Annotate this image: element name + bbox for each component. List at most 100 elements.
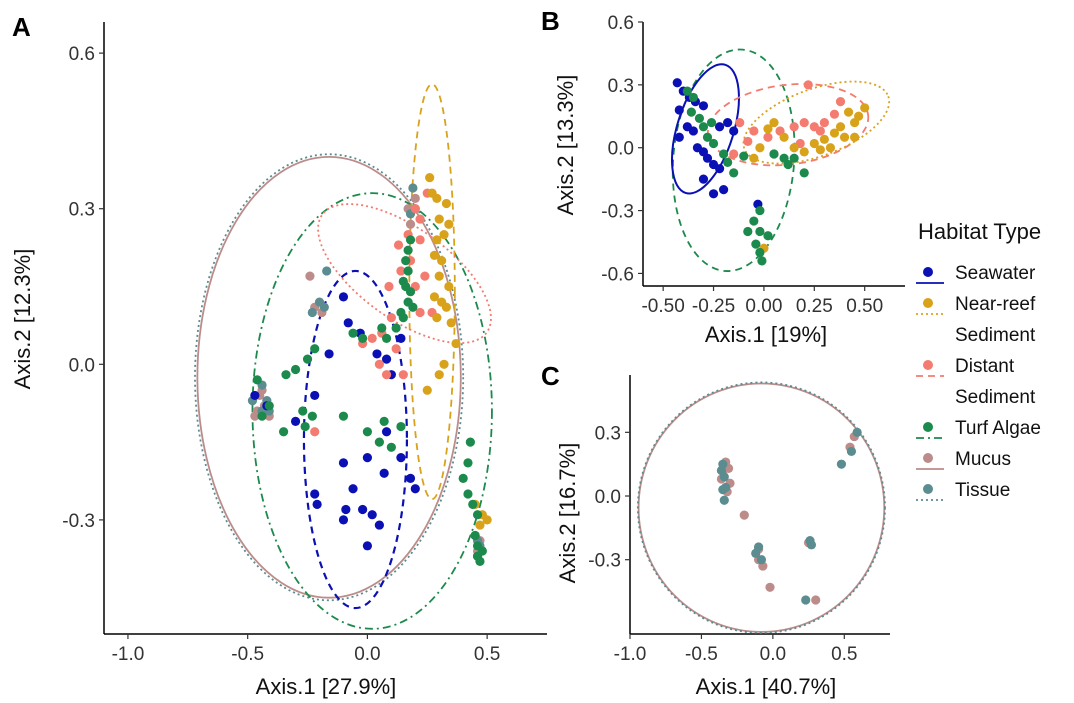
panel-b-point-distant-sediment: [803, 80, 813, 90]
panel-b-point-near-reef-sediment: [815, 145, 825, 155]
panel-a-point-turf-algae: [252, 375, 262, 385]
panel-c-point-tissue: [756, 555, 767, 565]
panel-b-point-seawater: [702, 153, 713, 163]
panel-a-point-seawater: [381, 427, 392, 437]
legend-label-seawater: Seawater: [955, 263, 1036, 284]
panel-b-point-seawater: [698, 101, 709, 111]
panel-a-point-distant-sediment: [410, 204, 420, 214]
panel-b-point-seawater: [714, 164, 725, 174]
panel-c-point-mucus: [811, 595, 821, 605]
panel-b-point-near-reef-sediment: [749, 153, 759, 163]
panel-a-y-tick-label: 0.3: [69, 200, 95, 221]
panel-a-point-tissue: [322, 266, 332, 276]
panel-b-point-turf-algae: [698, 122, 709, 132]
panel-b-point-turf-algae: [706, 117, 717, 128]
panel-a-y-tick-label: 0.0: [69, 355, 95, 376]
panel-c-y-tick-label: 0.3: [595, 423, 621, 444]
panel-a-x-tick-label: -1.0: [112, 644, 145, 665]
panel-b-point-near-reef-sediment: [769, 117, 779, 128]
panel-a-point-near-reef-sediment: [429, 250, 440, 260]
legend-label-near-reef-sediment: Near-reef: [955, 294, 1036, 315]
panel-b-point-turf-algae: [694, 113, 705, 123]
panel-b-point-near-reef-sediment: [819, 134, 829, 144]
panel-c-x-tick-label: 0.0: [760, 644, 786, 665]
panel-b-x-tick-label: -0.25: [692, 296, 735, 317]
panel-a-ellipse-distant-sediment: [317, 203, 492, 344]
panel-a-point-near-reef-sediment: [444, 281, 454, 292]
panel-b-point-near-reef-sediment: [779, 132, 789, 142]
panel-a-point-turf-algae: [257, 411, 267, 421]
panel-b-point-turf-algae: [799, 168, 809, 178]
panel-a-point-turf-algae: [300, 421, 310, 432]
panel-a-point-turf-algae: [348, 328, 358, 338]
panel-a-point-seawater: [338, 292, 349, 302]
panel-b-y-tick-label: 0.0: [608, 139, 634, 160]
panel-a-point-turf-algae: [278, 427, 289, 437]
panel-b-point-seawater: [729, 126, 739, 136]
panel-a-point-turf-algae: [307, 411, 317, 421]
panel-b-ellipse-turf-algae: [671, 48, 796, 272]
panel-b-point-turf-algae: [686, 107, 696, 117]
panel-a-point-turf-algae: [391, 323, 401, 333]
panel-a-point-distant-sediment: [415, 214, 425, 224]
panel-a-ellipse-turf-algae: [251, 192, 493, 630]
panel-a-point-near-reef-sediment: [434, 370, 444, 380]
panel-c-point-mucus: [765, 582, 775, 592]
panel-b-y-axis-title: Axis.2 [13.3%]: [553, 75, 578, 216]
panel-b-point-near-reef-sediment: [763, 124, 773, 134]
panel-a-point-turf-algae: [472, 510, 483, 520]
panel-a-point-turf-algae: [405, 235, 416, 245]
panel-b-point-turf-algae: [755, 247, 765, 258]
panel-c-point-tissue: [836, 459, 847, 469]
legend-key-point-tissue: [923, 484, 933, 494]
panel-a-ellipse-mucus: [196, 155, 462, 599]
panel-a-point-turf-algae: [398, 313, 408, 323]
panel-a-point-turf-algae: [405, 287, 416, 297]
panel-a-x-tick-label: -0.5: [231, 644, 264, 665]
panel-b-x-axis-title: Axis.1 [19%]: [705, 322, 827, 347]
panel-a-point-turf-algae: [362, 427, 373, 437]
panel-a-x-tick-label: 0.5: [474, 644, 500, 665]
legend-label-distant-sediment: Distant: [955, 356, 1015, 377]
panel-a-point-distant-sediment: [391, 344, 401, 354]
panel-a-point-turf-algae: [379, 416, 389, 426]
panel-a-point-seawater: [348, 484, 358, 494]
panel-a-point-turf-algae: [381, 333, 392, 343]
panel-a-point-near-reef-sediment: [432, 193, 442, 203]
panel-a-point-near-reef-sediment: [432, 235, 442, 245]
panel-b-ellipse-near-reef-sediment: [742, 80, 891, 165]
panel-a-point-near-reef-sediment: [439, 230, 449, 240]
panel-c-x-axis-title: Axis.1 [40.7%]: [696, 674, 837, 699]
panel-b-point-seawater: [674, 105, 684, 115]
panel-b-x-tick-label: -0.50: [641, 296, 684, 317]
panel-a-point-distant-sediment: [415, 235, 425, 245]
legend-label-distant-sediment: Sediment: [955, 387, 1036, 408]
legend-key-point-mucus: [923, 453, 933, 463]
panel-b-point-seawater: [674, 132, 684, 142]
panel-a-point-distant-sediment: [384, 281, 394, 292]
panel-c-x-tick-label: -1.0: [614, 644, 647, 665]
panel-b-plot: -0.50 -0.25 0.00 0.25 0.50 0.6 0.3 0.0 -0.3 -0.6: [601, 13, 905, 317]
panel-b-point-turf-algae: [789, 153, 799, 163]
panel-b-point-near-reef-sediment: [809, 138, 819, 149]
panel-b-point-near-reef-sediment: [850, 117, 860, 128]
panel-b-point-near-reef-sediment: [835, 122, 846, 132]
panel-b-point-turf-algae: [751, 239, 761, 249]
panel-a-point-tissue: [307, 307, 317, 318]
panel-b: B -0.50 -0.25 0.00 0.25 0.500.60.30.0-0.3-0.…: [541, 6, 905, 347]
panel-a-point-seawater: [362, 453, 373, 463]
panel-a-point-seawater: [396, 453, 406, 463]
panel-a-y-tick-label: -0.3: [62, 511, 95, 532]
panel-b-point-turf-algae: [708, 138, 719, 149]
panel-b-point-turf-algae: [723, 157, 733, 167]
panel-b-point-turf-algae: [755, 226, 765, 237]
panel-a-point-seawater: [374, 520, 384, 530]
panel-a-point-turf-algae: [396, 421, 406, 432]
panel-b-point-distant-sediment: [819, 117, 829, 128]
panel-a-ellipse-seawater: [302, 269, 409, 610]
panel-a-point-near-reef-sediment: [451, 338, 461, 349]
panel-a-point-distant-sediment: [381, 370, 392, 380]
panel-a-point-near-reef-sediment: [475, 520, 485, 530]
panel-a-point-mucus: [250, 411, 260, 421]
panel-b-point-distant-sediment: [749, 126, 759, 136]
